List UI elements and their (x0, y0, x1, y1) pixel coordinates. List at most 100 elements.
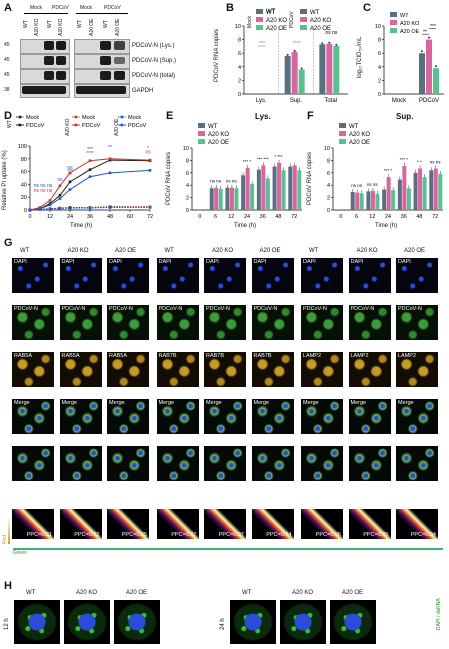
colocalization-scatter (59, 509, 102, 539)
bar (214, 187, 219, 210)
legend-label: PDCoV (82, 123, 101, 129)
x-tick-label: 36 (260, 214, 266, 220)
bar (406, 188, 411, 210)
x-tick-label: Lys. (256, 98, 267, 104)
legend-marker (120, 123, 124, 127)
channel-label: RAB5A (61, 353, 80, 359)
bar (284, 55, 291, 94)
time-label-24h: 24 h (220, 618, 226, 630)
x-tick-label: 60 (127, 214, 133, 220)
colocalization-plot: PPC=0.94 (251, 509, 294, 539)
legend-swatch (198, 139, 205, 144)
marker-image: RAB5A (12, 352, 54, 387)
data-point (28, 208, 32, 212)
pdcov-n-image: PDCoV-N (59, 305, 102, 340)
bar (319, 44, 326, 94)
merge-image: Merge (301, 399, 343, 434)
blot-band (114, 41, 125, 50)
legend-label: WT (400, 13, 409, 19)
column-header: A20 OE (404, 248, 426, 254)
data-point (421, 50, 423, 53)
legend-label: A20 OE (266, 26, 287, 32)
channel-label: DAPI (350, 259, 364, 265)
x-tick-label: 6 (355, 214, 358, 220)
bar (391, 190, 396, 210)
bar (265, 178, 270, 210)
column-header: A20 KO (356, 248, 378, 254)
significance: *** *** (257, 156, 269, 161)
y-tick-label: 6 (327, 171, 330, 177)
panel-f-label: F (307, 110, 314, 122)
series-line (29, 169, 151, 211)
marker-image: LAMP2 (301, 352, 343, 387)
legend-marker (120, 115, 124, 119)
y-tick-label: 10 (183, 146, 189, 152)
bar (413, 172, 418, 210)
data-point (68, 171, 72, 175)
colocalization-scatter (301, 509, 343, 539)
bar (422, 177, 427, 210)
marker-image: RAB5A (107, 352, 149, 387)
blot-band (100, 71, 111, 80)
colocalization-plot: PPC=0.95 (348, 509, 391, 539)
data-point (108, 171, 112, 175)
colocalization-axis-green: Green (13, 550, 27, 556)
legend-label: WT (266, 9, 276, 15)
bar (366, 191, 371, 210)
x-tick-label: PDCoV (419, 98, 439, 104)
dapi-image: DAPI (107, 258, 149, 293)
ppc-value: PPC=0.95 (363, 532, 389, 538)
significance: ns ns ns (34, 183, 53, 189)
pdcov-n-image: PDCoV-N (251, 305, 294, 340)
channel-label: RAB7B (206, 353, 225, 359)
colocalization-plot: PPC=0.97 (204, 509, 246, 539)
column-header: WT (20, 248, 30, 254)
y-tick-label: 40 (21, 182, 27, 188)
dapi-image: DAPI (396, 258, 438, 293)
x-tick-label: 24 (244, 214, 250, 220)
data-point (48, 203, 52, 207)
legend-label: PDCoV (26, 123, 45, 129)
channel-label: DAPI (303, 259, 316, 265)
colocalization-plot: PPC=0.95 (107, 509, 149, 539)
channel-label: Merge (158, 400, 175, 406)
significance: ns ns (430, 159, 442, 164)
y-axis-label: log₁₀TCID₅₀/mL (357, 36, 363, 78)
data-point (148, 169, 152, 172)
channel-label: Merge (61, 400, 78, 406)
x-tick-label: 48 (107, 214, 113, 220)
data-point (300, 67, 303, 70)
data-point (286, 53, 289, 56)
data-point (68, 188, 72, 191)
data-point (435, 65, 437, 68)
x-tick-label: 48 (416, 214, 422, 220)
x-tick-label: 12 (369, 214, 375, 220)
ppc-value: PPC=0.91 (26, 532, 52, 538)
pdcov-n-image: PDCoV-N (301, 305, 343, 340)
legend-marker (18, 115, 22, 119)
pdcov-n-image: PDCoV-N (396, 305, 438, 340)
legend-swatch (256, 25, 263, 30)
legend-wt-tag: WT (7, 120, 13, 128)
channel-label: Merge (303, 400, 319, 406)
merge-image: Merge (156, 399, 199, 434)
channel-label: DAPI (158, 259, 172, 265)
pdcov-n-image: PDCoV-N (107, 305, 149, 340)
merge-image: Merge (204, 399, 246, 434)
ppc-value: PPC=0.97 (218, 532, 244, 538)
bar (229, 187, 234, 210)
channel-label: Merge (398, 400, 414, 406)
mw-label: 38 (4, 87, 10, 93)
bar (355, 192, 360, 210)
series-line (29, 158, 151, 211)
mock-group-label: Mock (30, 5, 42, 11)
significance: **** (258, 45, 266, 51)
marker-image: LAMP2 (396, 352, 438, 387)
y-tick-label: 2 (238, 78, 241, 84)
legend-label: A20 OE (400, 29, 420, 35)
lane-label: WT (23, 20, 29, 28)
channel-label: RAB7B (253, 353, 272, 359)
blot-band (114, 71, 125, 80)
panel-g-label: G (4, 237, 13, 249)
y-tick-label: 4 (327, 183, 330, 189)
